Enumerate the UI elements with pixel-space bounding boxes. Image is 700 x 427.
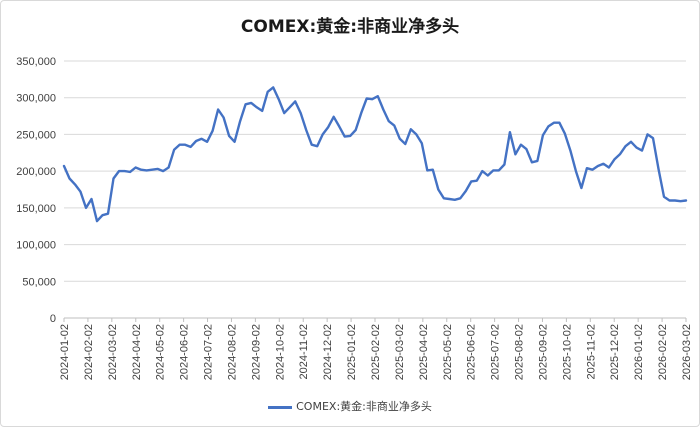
y-tick-label: 350,000 — [16, 56, 56, 68]
x-tick-label: 2025-02-02 — [370, 324, 382, 380]
x-tick-label: 2025-07-02 — [490, 324, 502, 380]
x-tick-label: 2025-10-02 — [561, 324, 573, 380]
x-tick-label: 2024-05-02 — [155, 324, 167, 380]
x-tick-label: 2026-01-02 — [633, 324, 645, 380]
legend: COMEX:黄金:非商业净多头 — [0, 398, 700, 414]
x-tick-label: 2024-10-02 — [274, 324, 286, 380]
y-tick-label: 300,000 — [16, 93, 56, 105]
x-tick-label: 2025-06-02 — [466, 324, 478, 380]
x-tick-label: 2025-12-02 — [609, 324, 621, 380]
x-axis-ticks: 2024-01-02 2024-02-02 2024-03-02 2024-04-02… — [59, 318, 693, 380]
x-tick-label: 2024-04-02 — [131, 324, 143, 380]
x-tick-label: 2024-07-02 — [203, 324, 215, 380]
x-tick-label: 2024-06-02 — [179, 324, 191, 380]
x-tick-label: 2024-08-02 — [226, 324, 238, 380]
legend-swatch — [268, 405, 293, 409]
x-tick-label: 2025-03-02 — [394, 324, 406, 380]
y-tick-label: 150,000 — [16, 203, 56, 215]
series-line — [62, 86, 688, 223]
x-tick-label: 2025-04-02 — [418, 324, 430, 380]
y-tick-label: 100,000 — [16, 240, 56, 252]
gridlines — [64, 60, 686, 282]
x-tick-label: 2026-03-02 — [681, 324, 693, 380]
x-tick-label: 2024-12-02 — [322, 324, 334, 380]
y-tick-label: 250,000 — [16, 129, 56, 141]
x-tick-label: 2025-08-02 — [514, 324, 526, 380]
series-layer — [62, 86, 688, 223]
x-tick-label: 2026-02-02 — [657, 324, 669, 380]
x-tick-label: 2024-11-02 — [298, 324, 310, 379]
y-tick-label: 0 — [50, 313, 56, 325]
y-axis-ticks: 0 50,000 100,000 150,000 200,000 250,000 300,0… — [16, 56, 56, 325]
x-tick-label: 2025-09-02 — [537, 324, 549, 380]
y-tick-label: 50,000 — [22, 276, 56, 288]
x-tick-label: 2024-01-02 — [59, 324, 71, 380]
y-tick-label: 200,000 — [16, 166, 56, 178]
x-tick-label: 2025-01-02 — [346, 324, 358, 380]
x-tick-label: 2024-09-02 — [250, 324, 262, 380]
x-tick-label: 2025-05-02 — [442, 324, 454, 380]
x-tick-label: 2025-11-02 — [585, 324, 597, 379]
chart-title: COMEX:黄金:非商业净多头 — [240, 17, 460, 37]
legend-label: COMEX:黄金:非商业净多头 — [296, 400, 432, 413]
x-tick-label: 2024-03-02 — [107, 324, 119, 380]
x-tick-label: 2024-02-02 — [83, 324, 95, 380]
